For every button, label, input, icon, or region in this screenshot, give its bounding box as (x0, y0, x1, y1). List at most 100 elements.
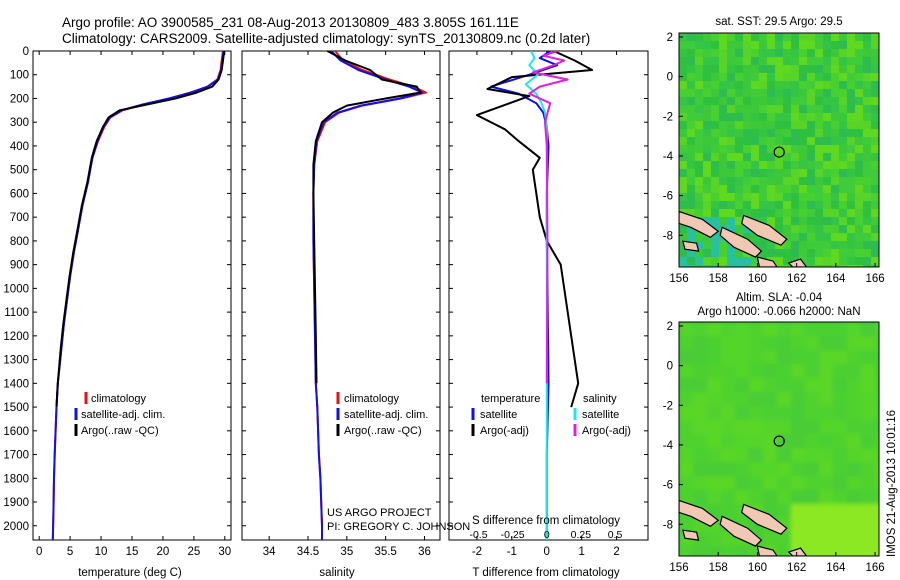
map-cell (703, 97, 711, 105)
map-cell (833, 490, 847, 504)
map-cell (703, 33, 711, 41)
map-cell (727, 65, 735, 73)
map-cell (863, 177, 871, 185)
map-cell (815, 33, 823, 41)
map-cell (775, 145, 783, 153)
map-cell (679, 476, 693, 490)
series-line-satellite-adj-clim- (51, 51, 225, 540)
map-cell (775, 257, 783, 265)
map-cell (791, 420, 805, 434)
map-cell (783, 105, 791, 113)
x-tick-label: -1 (507, 546, 517, 558)
map-cell (719, 137, 727, 145)
map-cell (875, 420, 879, 434)
map-cell (863, 257, 871, 265)
map-cell (707, 350, 721, 364)
map-cell (823, 137, 831, 145)
map-cell (711, 121, 719, 129)
map-cell (775, 41, 783, 49)
y-tick-label: 1700 (3, 450, 29, 462)
map-cell (759, 73, 767, 81)
x-tick-label: 35.5 (374, 546, 396, 558)
map-cell (751, 201, 759, 209)
map-cell (861, 392, 875, 406)
map-cell (875, 490, 879, 504)
map-cell (767, 41, 775, 49)
map-cell (751, 145, 759, 153)
map-cell (727, 57, 735, 65)
map-cell (751, 185, 759, 193)
map-cell (679, 322, 693, 336)
map-cell (695, 241, 703, 249)
map-cell (727, 145, 735, 153)
map-cell (815, 97, 823, 105)
map-cell (791, 322, 805, 336)
x2-tick-label: -0.25 (501, 529, 525, 541)
map-cell (679, 153, 687, 161)
map-cell (855, 233, 863, 241)
map-cell (719, 113, 727, 121)
y-tick-label: 1100 (4, 307, 29, 319)
map-cell (711, 193, 719, 201)
map-cell (777, 350, 791, 364)
map-cell (777, 406, 791, 420)
y-tick-label: 1800 (3, 473, 29, 485)
salinity-x-ticks: 34 34.5 35 35.5 36 (263, 51, 431, 558)
map-cell (679, 518, 693, 532)
map-cell (815, 201, 823, 209)
x2-tick-label: 0 (544, 529, 550, 541)
map-cell (749, 546, 763, 556)
map-cell (735, 129, 743, 137)
x-tick-label: 1 (578, 546, 584, 558)
map-cell (839, 105, 847, 113)
map-cell (735, 392, 749, 406)
map-cell (751, 177, 759, 185)
map-cell (791, 193, 799, 201)
map-cell (783, 145, 791, 153)
map-cell (805, 322, 819, 336)
map-cell (767, 89, 775, 97)
map-cell (847, 420, 861, 434)
map-cell (775, 169, 783, 177)
map-cell (759, 161, 767, 169)
title-line-2: Climatology: CARS2009. Satellite-adjuste… (62, 31, 590, 46)
map-cell (751, 257, 759, 265)
map-cell (847, 406, 861, 420)
map-cell (807, 257, 815, 265)
map-cell (767, 137, 775, 145)
map-cell (791, 201, 799, 209)
map-cell (695, 73, 703, 81)
map-cell (855, 121, 863, 129)
map-cell (815, 65, 823, 73)
map-cell (847, 434, 861, 448)
x-tick-label: 2 (613, 546, 619, 558)
map-cell (767, 153, 775, 161)
map-cell (751, 121, 759, 129)
map-cell (861, 518, 875, 532)
map-cell (767, 177, 775, 185)
map-cell (749, 420, 763, 434)
map-cell (777, 448, 791, 462)
map-cell (759, 169, 767, 177)
map-cell (735, 490, 749, 504)
sla-map-subtitle: Argo h1000: -0.066 h2000: NaN (697, 306, 860, 318)
map-cell (799, 185, 807, 193)
map-cell (839, 57, 847, 65)
map-cell (839, 225, 847, 233)
map-cell (791, 532, 805, 546)
map-cell (767, 105, 775, 113)
map-cell (847, 41, 855, 49)
map-cell (775, 81, 783, 89)
map-cell (847, 49, 855, 57)
map-cell (703, 41, 711, 49)
map-cell (805, 490, 819, 504)
map-cell (875, 350, 879, 364)
map-cell (847, 105, 855, 113)
map-cell (743, 73, 751, 81)
map-cell (831, 73, 839, 81)
map-cell (679, 137, 687, 145)
map-cell (815, 49, 823, 57)
map-cell (855, 89, 863, 97)
map-cell (861, 546, 875, 556)
